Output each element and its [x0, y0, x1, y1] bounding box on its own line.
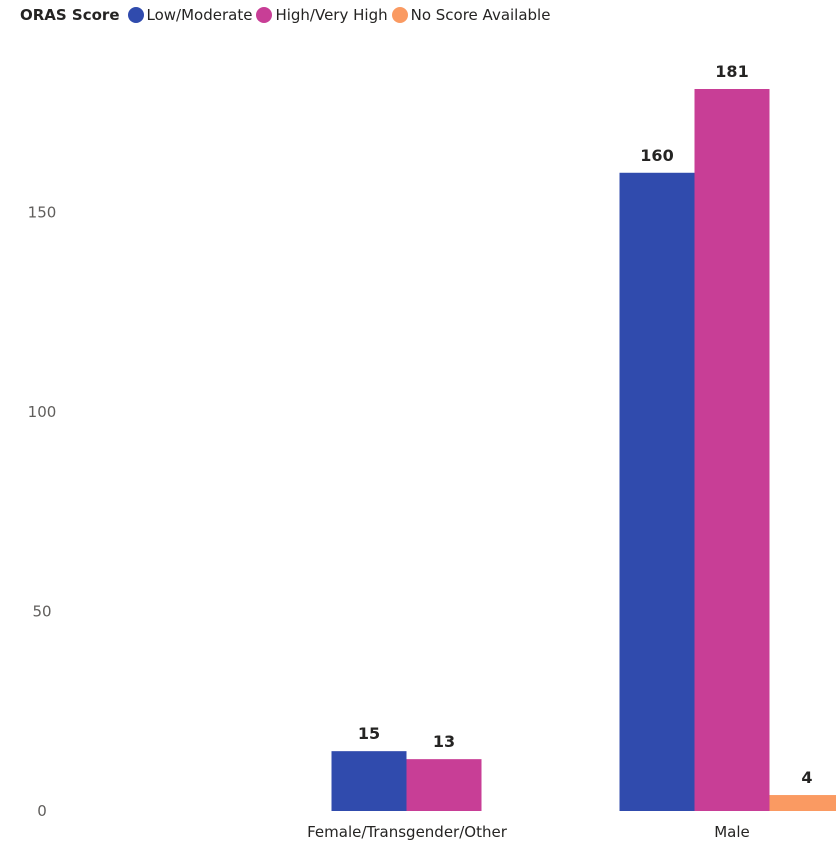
legend-title: ORAS Score: [20, 6, 120, 24]
legend-swatch-icon: [127, 7, 144, 23]
bar-high-very-high: [406, 759, 482, 811]
y-tick-label: 0: [37, 802, 47, 820]
y-tick-label: 50: [32, 603, 51, 621]
x-category-label: Female/Transgender/Other: [307, 823, 508, 841]
data-label: 15: [358, 724, 380, 743]
legend-item-low-moderate[interactable]: Low/Moderate: [127, 6, 253, 24]
bar-no-score-available: [769, 795, 836, 811]
y-tick-label: 150: [28, 204, 57, 222]
bar-high-very-high: [694, 89, 770, 811]
data-label: 160: [640, 146, 673, 165]
legend-label: High/Very High: [275, 6, 388, 24]
legend-item-no-score[interactable]: No Score Available: [391, 6, 551, 24]
chart-legend: ORAS Score Low/Moderate High/Very High N…: [20, 4, 554, 26]
data-label: 4: [801, 768, 812, 787]
bar-low-moderate: [331, 751, 407, 811]
legend-swatch-icon: [391, 7, 408, 23]
legend-swatch-icon: [256, 7, 273, 23]
bar-low-moderate: [619, 172, 695, 812]
legend-item-high-very-high[interactable]: High/Very High: [256, 6, 388, 24]
x-category-label: Male: [714, 823, 750, 841]
y-tick-label: 100: [28, 403, 57, 421]
legend-label: Low/Moderate: [146, 6, 253, 24]
legend-label: No Score Available: [410, 6, 551, 24]
data-label: 13: [433, 732, 455, 751]
data-label: 181: [715, 62, 748, 81]
